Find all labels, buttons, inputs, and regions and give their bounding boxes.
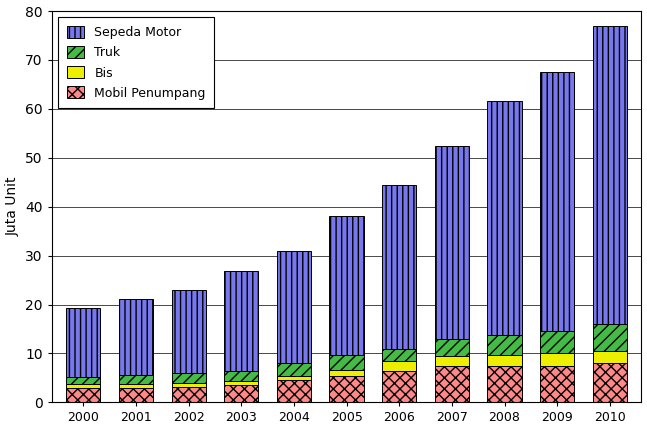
Bar [487, 335, 521, 355]
Bar [119, 375, 153, 384]
Bar [277, 381, 311, 402]
Bar [119, 384, 153, 388]
Bar [171, 383, 206, 387]
Bar [540, 353, 575, 366]
Bar [382, 185, 417, 349]
Bar [225, 371, 258, 381]
Bar [225, 385, 258, 402]
Bar [119, 299, 153, 375]
Bar [382, 371, 417, 402]
Bar [382, 361, 417, 371]
Bar [329, 216, 364, 356]
Bar [277, 251, 311, 363]
Bar [225, 381, 258, 385]
Bar [66, 388, 100, 402]
Bar [435, 356, 469, 366]
Bar [435, 366, 469, 402]
Bar [435, 339, 469, 356]
Bar [277, 375, 311, 381]
Bar [540, 72, 575, 332]
Y-axis label: Juta Unit: Juta Unit [6, 177, 19, 237]
Bar [66, 384, 100, 388]
Bar [277, 363, 311, 375]
Bar [329, 375, 364, 402]
Legend: Sepeda Motor, Truk, Bis, Mobil Penumpang: Sepeda Motor, Truk, Bis, Mobil Penumpang [58, 17, 214, 108]
Bar [487, 101, 521, 335]
Bar [225, 271, 258, 371]
Bar [171, 290, 206, 373]
Bar [487, 355, 521, 366]
Bar [171, 387, 206, 402]
Bar [435, 146, 469, 339]
Bar [540, 366, 575, 402]
Bar [329, 356, 364, 370]
Bar [487, 366, 521, 402]
Bar [593, 351, 627, 363]
Bar [382, 349, 417, 361]
Bar [540, 332, 575, 353]
Bar [66, 377, 100, 384]
Bar [119, 388, 153, 402]
Bar [171, 373, 206, 383]
Bar [66, 308, 100, 377]
Bar [593, 363, 627, 402]
Bar [329, 370, 364, 375]
Bar [593, 324, 627, 351]
Bar [593, 26, 627, 324]
